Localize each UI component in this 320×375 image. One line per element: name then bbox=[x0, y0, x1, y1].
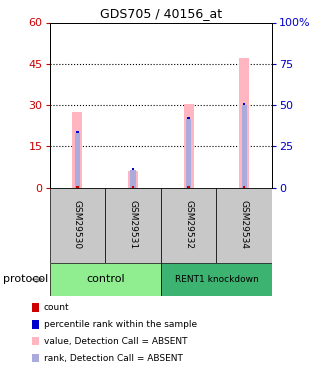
Bar bbox=[76, 186, 78, 188]
Text: value, Detection Call = ABSENT: value, Detection Call = ABSENT bbox=[44, 337, 187, 346]
Title: GDS705 / 40156_at: GDS705 / 40156_at bbox=[100, 7, 222, 20]
Bar bbox=[75, 132, 80, 188]
Bar bbox=[128, 171, 138, 188]
Text: percentile rank within the sample: percentile rank within the sample bbox=[44, 320, 197, 329]
Bar bbox=[188, 117, 190, 119]
Text: count: count bbox=[44, 303, 69, 312]
Bar bbox=[131, 170, 135, 188]
Text: RENT1 knockdown: RENT1 knockdown bbox=[174, 275, 258, 284]
Bar bbox=[105, 188, 161, 262]
Bar bbox=[72, 112, 83, 188]
Bar bbox=[243, 186, 245, 188]
Bar bbox=[50, 262, 161, 296]
Bar bbox=[242, 105, 247, 188]
Bar bbox=[161, 262, 272, 296]
Bar bbox=[132, 186, 134, 188]
Text: rank, Detection Call = ABSENT: rank, Detection Call = ABSENT bbox=[44, 354, 183, 363]
Text: GSM29532: GSM29532 bbox=[184, 201, 193, 249]
Text: GSM29534: GSM29534 bbox=[240, 201, 249, 249]
Bar bbox=[132, 168, 134, 170]
Bar bbox=[239, 58, 249, 188]
Bar bbox=[161, 188, 216, 262]
Bar bbox=[186, 119, 191, 188]
Bar bbox=[50, 188, 105, 262]
Text: protocol: protocol bbox=[3, 274, 48, 284]
Bar bbox=[243, 104, 245, 105]
Bar bbox=[76, 131, 78, 132]
Bar bbox=[188, 186, 190, 188]
Text: GSM29530: GSM29530 bbox=[73, 200, 82, 250]
Bar bbox=[216, 188, 272, 262]
Bar bbox=[184, 104, 194, 188]
Text: control: control bbox=[86, 274, 124, 284]
Text: GSM29531: GSM29531 bbox=[129, 200, 138, 250]
